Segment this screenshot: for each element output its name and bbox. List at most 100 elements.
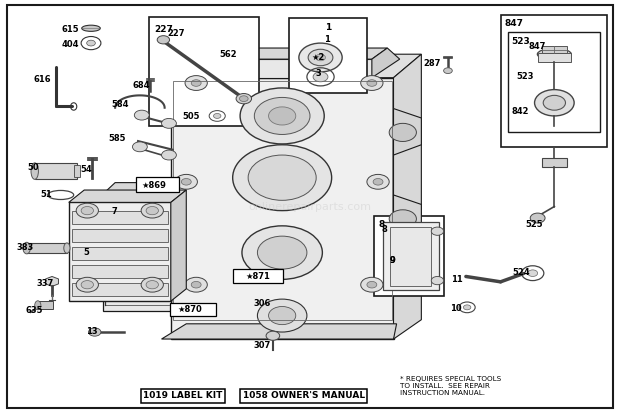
Circle shape — [528, 270, 538, 276]
Circle shape — [389, 210, 417, 228]
Bar — [72, 229, 168, 242]
Circle shape — [141, 203, 164, 218]
Bar — [172, 81, 392, 320]
Ellipse shape — [236, 93, 252, 104]
Circle shape — [191, 281, 201, 288]
Circle shape — [432, 276, 444, 285]
Text: ★869: ★869 — [141, 181, 166, 190]
Bar — [35, 163, 77, 179]
Text: 54: 54 — [80, 164, 92, 173]
Circle shape — [191, 80, 201, 86]
Text: * REQUIRES SPECIAL TOOLS
TO INSTALL.  SEE REPAIR
INSTRUCTION MANUAL.: * REQUIRES SPECIAL TOOLS TO INSTALL. SEE… — [400, 376, 501, 396]
Circle shape — [268, 306, 296, 325]
Text: 847: 847 — [505, 19, 524, 28]
Circle shape — [432, 227, 444, 235]
Bar — [69, 202, 171, 301]
Text: 337: 337 — [37, 279, 54, 288]
Text: 615: 615 — [61, 25, 79, 34]
Circle shape — [146, 280, 159, 289]
Circle shape — [232, 145, 332, 211]
Text: 8: 8 — [381, 225, 387, 235]
Circle shape — [316, 54, 326, 61]
Polygon shape — [162, 324, 397, 339]
Circle shape — [257, 236, 307, 269]
Bar — [391, 227, 432, 285]
Circle shape — [87, 40, 95, 46]
Bar — [72, 247, 168, 260]
Circle shape — [81, 206, 94, 215]
Bar — [383, 222, 439, 290]
Circle shape — [240, 88, 324, 144]
Text: 1: 1 — [326, 23, 332, 32]
Polygon shape — [372, 48, 400, 78]
Bar — [170, 303, 216, 316]
Circle shape — [162, 119, 176, 128]
Bar — [72, 283, 168, 296]
Text: 505: 505 — [182, 112, 200, 121]
Circle shape — [367, 80, 377, 86]
Text: 847: 847 — [528, 42, 546, 51]
Ellipse shape — [538, 48, 572, 60]
Text: 50: 50 — [27, 163, 38, 172]
Polygon shape — [69, 190, 186, 202]
Text: 306: 306 — [254, 299, 271, 308]
Ellipse shape — [31, 163, 38, 179]
Polygon shape — [394, 109, 422, 155]
Text: 562: 562 — [219, 50, 237, 59]
Circle shape — [242, 226, 322, 279]
Bar — [500, 15, 607, 147]
Text: 842: 842 — [512, 107, 529, 116]
Text: 523: 523 — [512, 36, 531, 45]
Circle shape — [81, 280, 94, 289]
Polygon shape — [394, 195, 422, 242]
Bar — [38, 301, 53, 309]
Text: 525: 525 — [525, 220, 542, 229]
Text: 51: 51 — [40, 190, 52, 199]
Text: onlinerepairparts.com: onlinerepairparts.com — [249, 202, 371, 211]
Circle shape — [213, 114, 221, 119]
Circle shape — [157, 36, 170, 44]
Circle shape — [530, 213, 545, 223]
Circle shape — [257, 299, 307, 332]
Circle shape — [299, 43, 342, 72]
Circle shape — [185, 76, 207, 90]
Text: 9: 9 — [389, 256, 395, 264]
Circle shape — [308, 49, 333, 66]
Text: 1019 LABEL KIT: 1019 LABEL KIT — [143, 392, 223, 400]
Circle shape — [367, 174, 389, 189]
Text: 585: 585 — [108, 134, 126, 143]
Bar — [72, 265, 168, 278]
Text: 227: 227 — [154, 25, 173, 34]
Bar — [192, 59, 372, 78]
Circle shape — [175, 174, 197, 189]
Text: 287: 287 — [423, 59, 441, 68]
Circle shape — [534, 90, 574, 116]
Text: ★2: ★2 — [311, 53, 325, 62]
Circle shape — [239, 96, 248, 102]
Polygon shape — [394, 54, 422, 339]
Circle shape — [185, 277, 207, 292]
Circle shape — [268, 107, 296, 125]
Circle shape — [373, 178, 383, 185]
Text: 227: 227 — [167, 29, 185, 38]
Bar — [508, 31, 600, 133]
Polygon shape — [103, 183, 183, 194]
Text: 616: 616 — [34, 75, 51, 84]
Ellipse shape — [64, 243, 70, 253]
Polygon shape — [171, 190, 186, 301]
Text: ★870: ★870 — [177, 305, 202, 314]
Text: 307: 307 — [253, 341, 270, 350]
Text: 7: 7 — [111, 206, 117, 216]
Circle shape — [361, 76, 383, 90]
Bar — [538, 53, 571, 62]
Bar — [542, 158, 567, 167]
Bar — [232, 269, 283, 282]
Circle shape — [76, 203, 99, 218]
Text: 3: 3 — [315, 69, 321, 78]
Bar — [149, 17, 259, 126]
Bar — [74, 165, 80, 177]
Text: ★871: ★871 — [245, 272, 270, 281]
Text: 584: 584 — [112, 100, 129, 109]
Circle shape — [313, 72, 328, 82]
Text: 13: 13 — [86, 327, 98, 336]
